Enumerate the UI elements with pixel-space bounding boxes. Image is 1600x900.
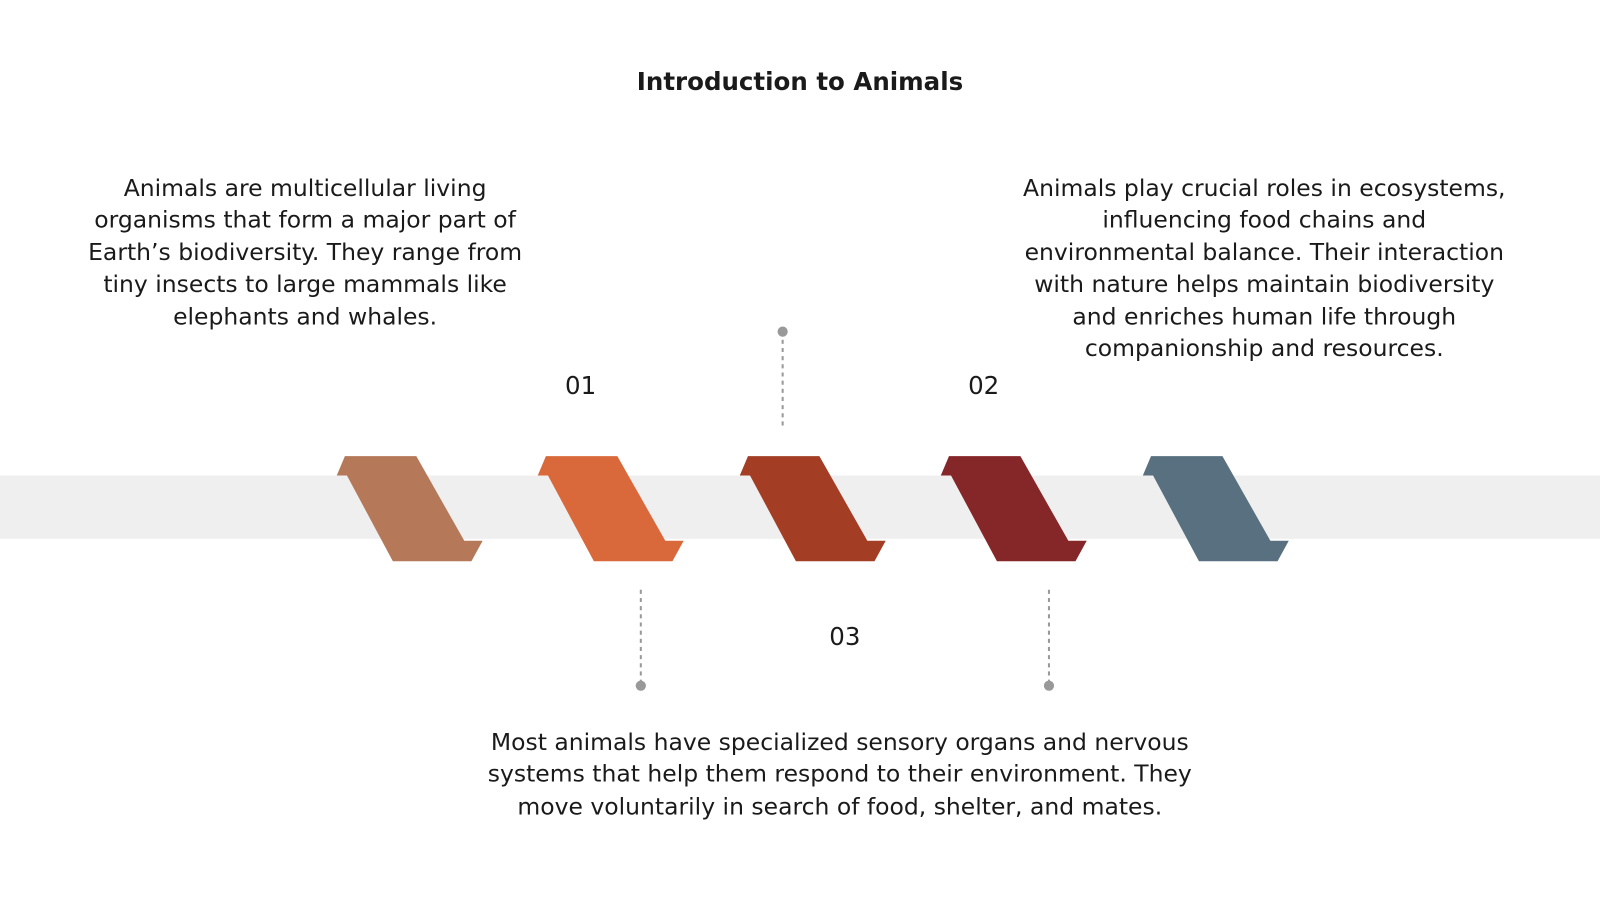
item-number: 02 [968, 371, 1000, 400]
item-text: Animals play crucial roles in ecosystems… [1023, 175, 1506, 363]
chevron [537, 456, 684, 562]
chevron [1142, 456, 1289, 562]
item-number: 01 [565, 371, 597, 400]
chevron [336, 456, 483, 562]
connector-dot [635, 680, 646, 691]
item-text: Animals are multicellular living organis… [88, 175, 523, 331]
chevron [739, 456, 886, 562]
item-text: Most animals have specialized sensory or… [487, 729, 1192, 821]
item-number: 03 [829, 622, 861, 652]
connector-dot [777, 326, 788, 337]
connector-dot [1043, 680, 1055, 691]
title: Introduction to Animals [636, 67, 964, 96]
chevrons [336, 456, 1289, 562]
chevron [940, 456, 1087, 562]
